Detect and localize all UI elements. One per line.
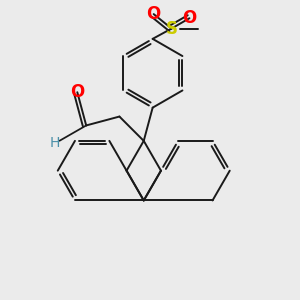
Text: H: H (49, 136, 60, 150)
Text: O: O (182, 9, 197, 27)
Text: O: O (147, 5, 161, 23)
Text: S: S (166, 20, 178, 38)
Text: O: O (70, 83, 84, 101)
